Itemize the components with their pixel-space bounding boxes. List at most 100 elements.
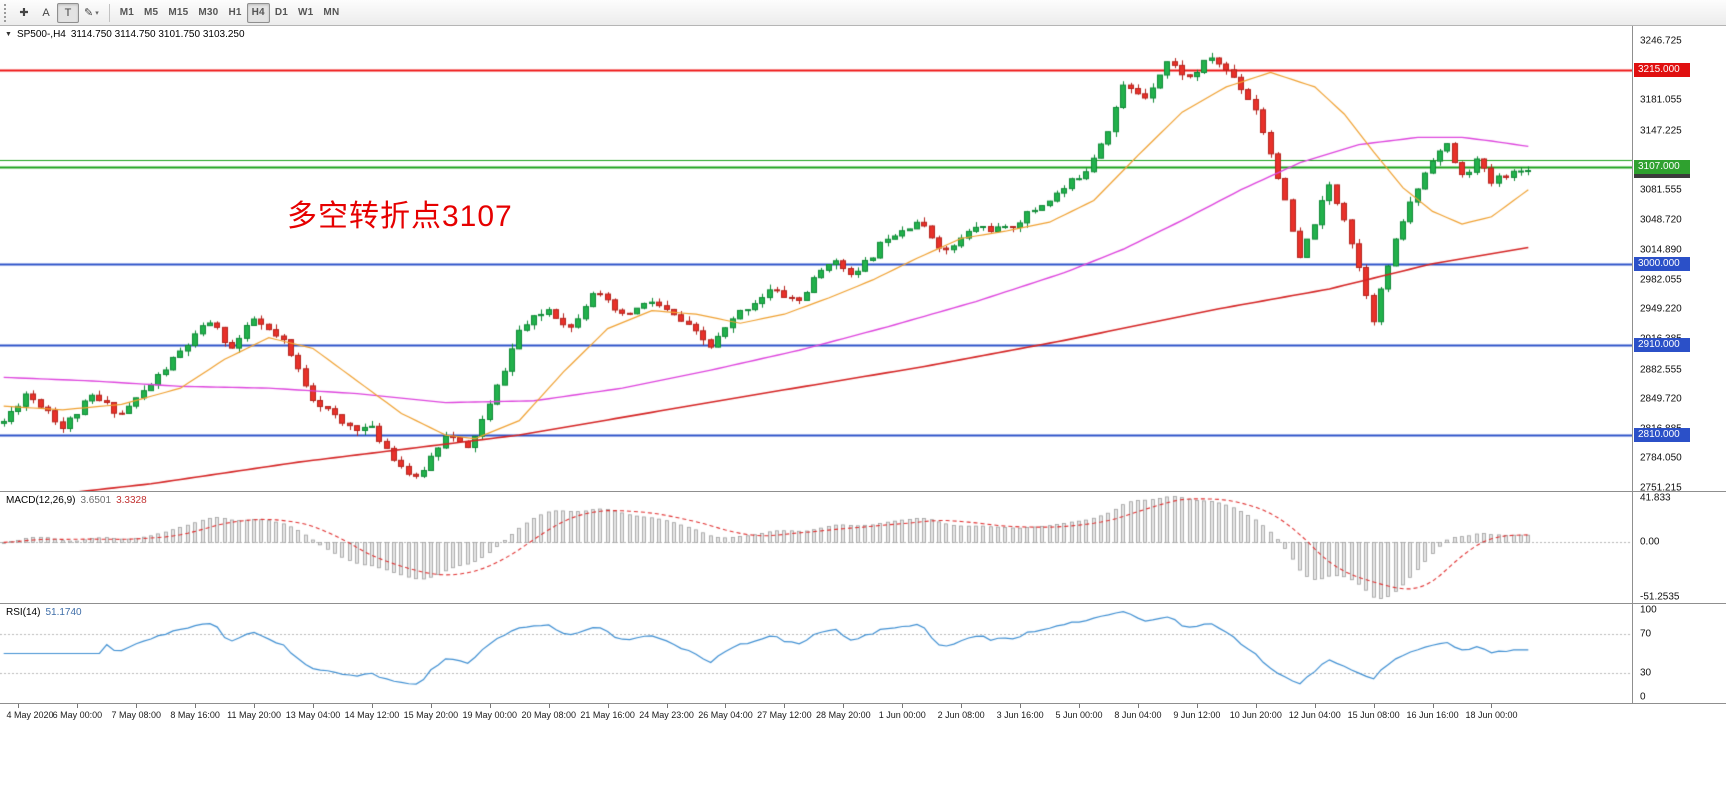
chart-title: ▼ SP500-,H4 3114.750 3114.750 3101.750 3…	[5, 29, 245, 40]
time-tick	[490, 704, 491, 708]
time-tick	[136, 704, 137, 708]
price-badge: 3000.000	[1634, 256, 1690, 271]
time-label: 19 May 00:00	[462, 710, 518, 720]
price-chart-canvas[interactable]	[0, 26, 1632, 491]
rsi-value: 51.1740	[45, 607, 82, 618]
macd-indicator-panel: 41.833 0.00 -51.2535 MACD(12,26,9) 3.6501 3.…	[0, 491, 1726, 603]
time-tick	[195, 704, 196, 708]
price-tick: 2882.555	[1640, 364, 1682, 376]
time-tick	[549, 704, 550, 708]
price-chart-panel: 3246.725 3181.055 3147.225 3081.555 3048.720…	[0, 26, 1726, 491]
time-label: 26 May 04:00	[698, 710, 753, 720]
toolbar-drag-handle[interactable]	[4, 3, 9, 22]
rsi-axis-tick: 70	[1640, 628, 1652, 640]
time-label: 1 Jun 00:00	[878, 710, 926, 720]
time-label: 28 May 20:00	[816, 710, 871, 720]
draw-tool-button[interactable]: ✎ ▾	[84, 7, 99, 19]
time-tick	[77, 704, 78, 708]
time-label: 7 May 08:00	[111, 710, 162, 720]
text-tool-button[interactable]: A	[42, 6, 50, 19]
time-tick	[902, 704, 903, 708]
chart-annotation-text[interactable]: 多空转折点3107	[287, 200, 513, 233]
time-label: 4 May 2020	[6, 710, 54, 720]
timeframe-m1-button[interactable]: M1	[119, 7, 135, 18]
time-tick	[961, 704, 962, 708]
time-tick	[667, 704, 668, 708]
toolbar: ✚ A T ✎ ▾ M1 M5 M15 M30 H1 H4 D1 W1 MN	[0, 0, 1726, 26]
time-label: 2 Jun 08:00	[937, 710, 985, 720]
price-tick: 2784.050	[1640, 452, 1682, 464]
time-label: 15 May 20:00	[403, 710, 459, 720]
time-tick	[784, 704, 785, 708]
time-tick	[1256, 704, 1257, 708]
time-tick	[843, 704, 844, 708]
macd-axis-tick: -51.2535	[1640, 591, 1680, 603]
symbol-label: SP500-,H4	[16, 29, 66, 40]
time-label: 16 Jun 16:00	[1406, 710, 1459, 720]
macd-name: MACD(12,26,9)	[6, 495, 76, 506]
price-axis[interactable]: 3246.725 3181.055 3147.225 3081.555 3048.720…	[1632, 26, 1726, 491]
time-tick	[254, 704, 255, 708]
time-tick	[725, 704, 726, 708]
macd-axis[interactable]: 41.833 0.00 -51.2535	[1632, 492, 1726, 603]
macd-canvas[interactable]	[0, 492, 1632, 603]
time-label: 14 May 12:00	[344, 710, 400, 720]
price-badge: 3215.000	[1634, 62, 1690, 77]
time-label: 12 Jun 04:00	[1288, 710, 1341, 720]
price-tick: 3048.720	[1640, 214, 1682, 226]
rsi-axis-tick: 0	[1640, 691, 1646, 703]
price-badge: 3107.000	[1634, 160, 1690, 175]
crosshair-tool-button[interactable]: ✚	[19, 7, 29, 19]
time-label: 13 May 04:00	[285, 710, 341, 720]
time-label: 5 Jun 00:00	[1055, 710, 1103, 720]
price-badge: 2910.000	[1634, 337, 1690, 352]
timeframe-m15-button[interactable]: M15	[168, 7, 189, 18]
rsi-indicator-panel: 100 70 30 0 RSI(14) 51.1740	[0, 603, 1726, 703]
time-label: 18 Jun 00:00	[1465, 710, 1518, 720]
timeframe-w1-button[interactable]: W1	[298, 7, 314, 18]
rsi-axis-tick: 100	[1640, 604, 1657, 616]
collapse-triangle-icon[interactable]: ▼	[5, 31, 12, 38]
time-label: 10 Jun 20:00	[1229, 710, 1282, 720]
macd-label: MACD(12,26,9) 3.6501 3.3328	[6, 495, 152, 506]
time-tick	[1197, 704, 1198, 708]
time-tick	[431, 704, 432, 708]
price-tick: 2949.220	[1640, 303, 1682, 315]
timeframe-group: M1 M5 M15 M30 H1 H4 D1 W1 MN	[115, 2, 345, 23]
timeframe-d1-button[interactable]: D1	[274, 7, 289, 18]
time-tick	[1315, 704, 1316, 708]
time-label: 6 May 00:00	[52, 710, 103, 720]
time-tick	[1079, 704, 1080, 708]
timeframe-h4-button[interactable]: H4	[246, 2, 270, 23]
timeframe-h1-button[interactable]: H1	[228, 7, 242, 18]
timeframe-m5-button[interactable]: M5	[144, 7, 159, 18]
drawing-tools-group: ✚ A T ✎ ▾	[13, 2, 104, 23]
time-label: 27 May 12:00	[757, 710, 812, 720]
timeframe-m30-button[interactable]: M30	[198, 7, 219, 18]
time-label: 15 Jun 08:00	[1347, 710, 1400, 720]
time-tick	[1020, 704, 1021, 708]
rsi-axis-tick: 30	[1640, 667, 1652, 679]
ohlc-values: 3114.750 3114.750 3101.750 3103.250	[70, 29, 245, 40]
time-label: 3 Jun 16:00	[996, 710, 1044, 720]
label-tool-button[interactable]: T	[57, 2, 79, 23]
time-tick	[18, 704, 19, 708]
price-tick: 3081.555	[1640, 184, 1682, 196]
timeframe-mn-button[interactable]: MN	[323, 7, 340, 18]
rsi-axis[interactable]: 100 70 30 0	[1632, 604, 1726, 703]
time-label: 24 May 23:00	[639, 710, 694, 720]
time-tick	[313, 704, 314, 708]
price-tick: 3014.890	[1640, 244, 1682, 256]
time-label: 20 May 08:00	[521, 710, 576, 720]
rsi-label: RSI(14) 51.1740	[6, 607, 87, 618]
macd-axis-tick: 0.00	[1640, 536, 1660, 548]
rsi-name: RSI(14)	[6, 607, 41, 618]
time-label: 8 Jun 04:00	[1114, 710, 1162, 720]
macd-axis-tick: 41.833	[1640, 492, 1671, 504]
time-axis[interactable]: 4 May 2020 6 May 00:00 7 May 08:00 8 May 16…	[0, 703, 1726, 725]
price-tick: 2849.720	[1640, 393, 1682, 405]
rsi-canvas[interactable]	[0, 604, 1632, 703]
dropdown-caret-icon: ▾	[95, 9, 99, 17]
price-tick: 2751.215	[1640, 482, 1682, 491]
